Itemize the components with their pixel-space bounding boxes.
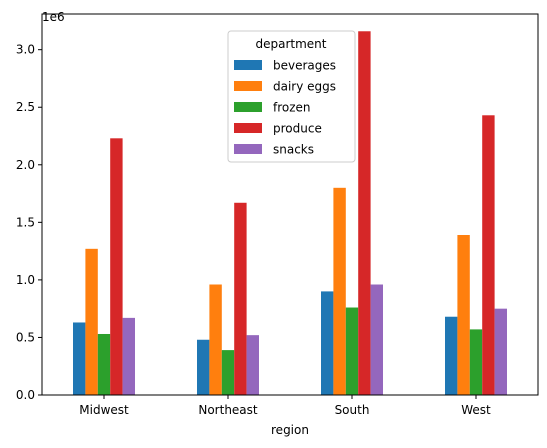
legend-label-snacks: snacks (273, 143, 314, 157)
y-axis-offset-label: 1e6 (42, 10, 65, 24)
bar-dairy-eggs-midwest (85, 248, 98, 395)
bar-frozen-midwest (97, 333, 111, 395)
bar-dairy-eggs-west (457, 235, 470, 395)
legend-label-beverages: beverages (273, 59, 336, 73)
bar-frozen-northeast (221, 350, 235, 395)
bar-produce-west (482, 115, 495, 395)
bar-beverages-northeast (197, 339, 210, 395)
x-tick-label: West (461, 403, 491, 417)
y-tick-label: 2.5 (16, 100, 35, 114)
y-tick-label: 0.0 (16, 388, 35, 402)
plot-frame (41, 13, 539, 396)
bar-beverages-midwest (73, 322, 86, 395)
y-tick-label: 1.0 (16, 273, 35, 287)
bar-produce-northeast (234, 202, 247, 395)
x-tick-label: Northeast (198, 403, 258, 417)
bar-dairy-eggs-south (333, 187, 346, 395)
x-tick-label: South (335, 403, 370, 417)
bar-snacks-midwest (122, 317, 135, 395)
y-axis: 0.0 0.5 1.0 1.5 2.0 2.5 3.0 (16, 43, 42, 402)
bar-frozen-south (345, 307, 359, 395)
legend: department beverages dairy eggs frozen prod… (227, 30, 356, 163)
bars-group (73, 31, 507, 396)
legend-label-produce: produce (273, 122, 322, 136)
legend-swatch-dairy-eggs (234, 81, 262, 91)
bar-beverages-south (321, 291, 334, 395)
bar-snacks-west (494, 308, 507, 395)
x-tick-label: Midwest (79, 403, 129, 417)
x-axis: Midwest Northeast South West (79, 395, 491, 417)
y-tick-label: 0.5 (16, 330, 35, 344)
y-tick-label: 1.5 (16, 215, 35, 229)
bar-beverages-west (445, 316, 458, 395)
legend-label-frozen: frozen (273, 101, 311, 115)
y-tick-label: 3.0 (16, 43, 35, 57)
legend-items: beverages dairy eggs frozen produce snacks (234, 59, 336, 157)
x-axis-label: region (271, 423, 309, 437)
legend-swatch-snacks (234, 144, 262, 154)
bar-produce-midwest (110, 138, 123, 395)
legend-swatch-produce (234, 123, 262, 133)
bar-frozen-west (469, 329, 483, 395)
legend-label-dairy-eggs: dairy eggs (273, 80, 336, 94)
bar-produce-south (358, 31, 371, 396)
y-tick-label: 2.0 (16, 158, 35, 172)
legend-swatch-frozen (234, 102, 262, 112)
legend-title: department (256, 37, 327, 51)
legend-swatch-beverages (234, 60, 262, 70)
bar-snacks-south (370, 284, 383, 395)
bar-dairy-eggs-northeast (209, 284, 222, 395)
bar-snacks-northeast (246, 335, 259, 395)
